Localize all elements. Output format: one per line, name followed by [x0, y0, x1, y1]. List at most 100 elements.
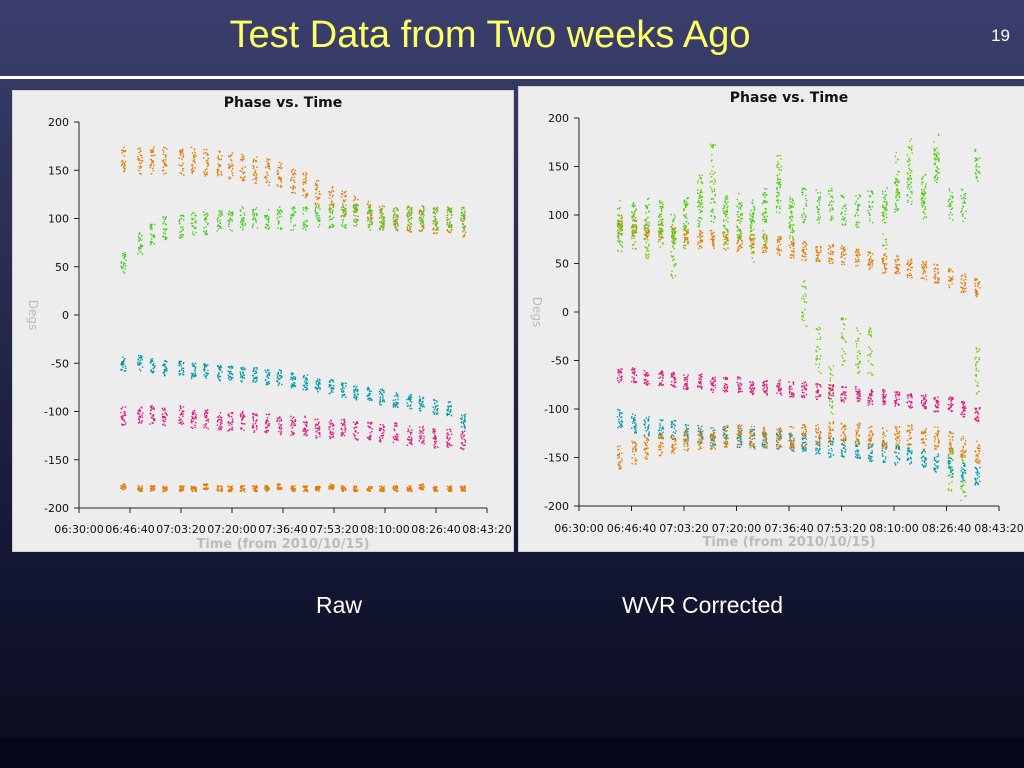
data-point: [355, 210, 357, 213]
data-point: [727, 247, 729, 249]
data-point: [153, 235, 155, 237]
data-point: [329, 219, 331, 221]
data-point: [447, 208, 450, 210]
data-point: [379, 402, 381, 404]
data-point: [791, 229, 793, 232]
data-point: [447, 207, 449, 209]
data-point: [937, 279, 939, 281]
data-point: [922, 262, 925, 264]
data-point: [713, 188, 716, 190]
data-point: [936, 277, 939, 279]
data-point: [701, 240, 703, 243]
data-point: [423, 443, 425, 445]
data-point: [291, 176, 293, 179]
data-point: [448, 210, 450, 212]
data-point: [204, 409, 207, 412]
data-point: [343, 192, 345, 194]
data-point: [659, 239, 661, 241]
data-point: [464, 486, 466, 489]
data-point: [317, 378, 319, 380]
data-point: [266, 160, 268, 163]
data-point: [251, 426, 254, 428]
data-point: [817, 256, 819, 259]
data-point: [383, 485, 385, 487]
data-point: [124, 411, 127, 413]
data-point: [369, 432, 371, 434]
x-tick-label: 08:26:40: [411, 523, 460, 536]
data-point: [646, 231, 648, 234]
data-point: [256, 489, 258, 492]
data-point: [802, 191, 804, 194]
data-point: [306, 382, 309, 385]
data-point: [437, 446, 439, 448]
data-point: [831, 197, 834, 199]
data-point: [434, 218, 437, 220]
data-point: [869, 206, 872, 208]
data-point: [815, 247, 817, 249]
data-point: [383, 390, 385, 392]
data-point: [205, 488, 208, 491]
data-point: [367, 425, 369, 427]
data-point: [264, 216, 266, 219]
data-point: [190, 420, 193, 423]
data-point: [857, 205, 860, 208]
data-point: [280, 227, 283, 230]
data-point: [907, 259, 909, 262]
data-point: [340, 428, 343, 430]
data-point: [801, 254, 803, 257]
data-point: [683, 233, 685, 235]
data-point: [194, 421, 197, 424]
data-point: [151, 415, 153, 417]
data-point: [165, 413, 168, 415]
data-point: [267, 221, 270, 224]
data-point: [801, 258, 803, 261]
data-point: [464, 440, 467, 442]
data-point: [462, 236, 464, 238]
data-point: [380, 486, 383, 489]
data-point: [645, 212, 647, 214]
data-point: [406, 206, 409, 209]
data-point: [461, 433, 464, 435]
data-point: [950, 268, 952, 271]
data-point: [294, 385, 296, 388]
data-point: [423, 440, 425, 442]
data-point: [141, 156, 143, 159]
data-point: [448, 489, 450, 491]
data-point: [832, 201, 835, 203]
data-point: [254, 372, 256, 375]
data-point: [818, 222, 820, 224]
data-point: [763, 200, 766, 202]
data-point: [141, 412, 144, 414]
data-point: [207, 487, 209, 489]
data-point: [395, 214, 398, 217]
data-point: [314, 425, 317, 427]
data-point: [182, 215, 184, 217]
data-point: [182, 486, 185, 488]
data-point: [815, 260, 817, 263]
data-point: [462, 421, 465, 423]
data-point: [290, 415, 292, 418]
data-point: [710, 215, 712, 217]
data-point: [701, 196, 704, 198]
data-point: [344, 226, 347, 228]
data-point: [229, 428, 231, 431]
data-point: [418, 229, 421, 232]
data-point: [243, 179, 246, 182]
data-point: [151, 163, 153, 165]
data-point: [165, 238, 167, 241]
data-point: [397, 402, 399, 405]
data-point: [407, 490, 409, 492]
data-point: [315, 215, 318, 217]
data-point: [432, 207, 435, 210]
data-point: [410, 489, 412, 492]
data-point: [461, 489, 463, 491]
data-point: [221, 212, 223, 214]
data-point: [194, 221, 196, 223]
data-point: [252, 159, 255, 162]
data-point: [869, 214, 871, 216]
data-point: [805, 205, 808, 207]
data-point: [411, 401, 413, 403]
data-point: [420, 442, 423, 444]
data-point: [965, 290, 967, 293]
data-point: [330, 486, 333, 489]
